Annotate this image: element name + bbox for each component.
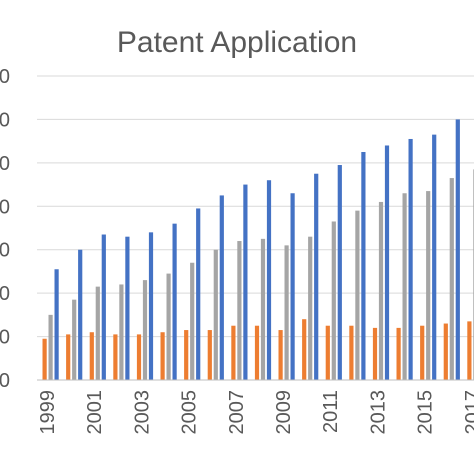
bar (254, 325, 260, 380)
bar (314, 173, 319, 380)
bar (243, 184, 248, 380)
bar (331, 221, 336, 380)
bar (443, 323, 448, 380)
bar (213, 249, 218, 380)
bar (325, 325, 330, 380)
bar (136, 334, 142, 380)
bar (426, 191, 431, 380)
bar (113, 334, 118, 380)
y-tick-label: 0 (0, 370, 10, 392)
bar (54, 269, 59, 380)
bar (219, 195, 224, 380)
bar (302, 319, 307, 380)
x-tick-label: 2017 (462, 390, 474, 435)
bar (449, 178, 454, 380)
bar (89, 332, 94, 380)
bar (196, 208, 201, 380)
x-tick-label: 1999 (37, 390, 59, 435)
bar (384, 145, 390, 380)
bar (184, 330, 189, 380)
bar (66, 334, 71, 380)
bar (432, 134, 437, 380)
bar (361, 152, 366, 380)
bar (284, 245, 289, 380)
bar (48, 314, 53, 380)
bar (231, 325, 236, 380)
x-tick-label: 2007 (226, 390, 248, 435)
y-tick-label: 0 (0, 109, 10, 131)
x-tick-label: 2013 (367, 390, 389, 435)
bar (72, 299, 77, 380)
x-tick-label: 2015 (415, 390, 437, 435)
bar (408, 138, 413, 380)
bar (166, 273, 171, 380)
bar (396, 327, 401, 380)
bar (266, 180, 272, 380)
bar (148, 232, 154, 380)
bar (119, 284, 124, 380)
bar (420, 325, 425, 380)
bar (467, 321, 472, 380)
y-tick-label: 0 (0, 283, 10, 305)
x-tick-label: 2001 (84, 390, 106, 435)
bar (402, 193, 407, 380)
bar (337, 165, 342, 380)
chart-title: Patent Application (116, 26, 358, 59)
bar (349, 325, 354, 380)
bar (207, 330, 212, 380)
bar (190, 262, 195, 380)
bar (42, 338, 47, 380)
bar (278, 330, 283, 380)
x-tick-label: 2009 (273, 390, 295, 435)
y-tick-label: 0 (0, 240, 10, 262)
bar (308, 236, 313, 380)
x-tick-label: 2003 (131, 390, 153, 435)
y-tick-label: 0 (0, 196, 10, 218)
bar (355, 210, 360, 380)
bar (455, 119, 460, 380)
bar (78, 249, 83, 380)
y-tick-label: 0 (0, 66, 10, 88)
bar (237, 241, 242, 380)
y-tick-label: 0 (0, 153, 10, 175)
bar (95, 286, 100, 380)
bar (260, 238, 266, 380)
y-tick-label: 0 (0, 327, 10, 349)
bar (378, 201, 384, 380)
bar (125, 236, 130, 380)
bar (172, 223, 177, 380)
x-tick-label: 2011 (320, 390, 342, 433)
bar (142, 280, 148, 380)
bar (372, 327, 378, 380)
bar (290, 193, 295, 380)
bar (160, 332, 165, 380)
bar (101, 234, 106, 380)
x-tick-label: 2005 (179, 390, 201, 435)
